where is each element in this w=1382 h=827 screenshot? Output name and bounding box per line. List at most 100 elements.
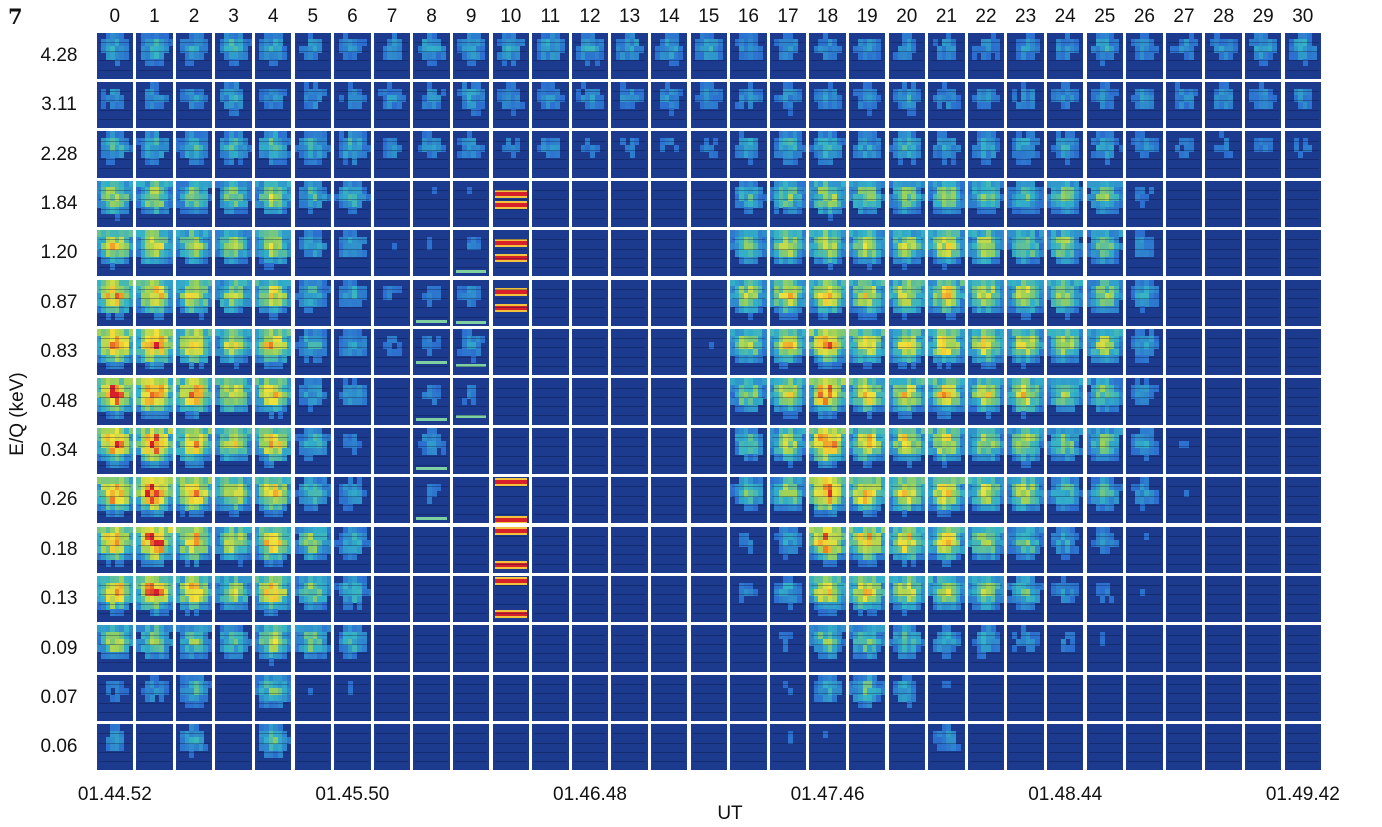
intensity-pixel xyxy=(757,230,763,238)
intensity-pixel xyxy=(660,45,666,53)
intensity-pixel xyxy=(277,39,283,47)
cell-r1.20-c14 xyxy=(650,230,688,277)
y-axis-label: E/Q (keV) xyxy=(7,372,28,456)
intensity-pixel xyxy=(1223,45,1229,53)
scan-line xyxy=(1207,91,1240,93)
intensity-pixel xyxy=(286,348,292,356)
intensity-pixel xyxy=(748,187,754,195)
scan-line xyxy=(256,298,290,300)
cell-r0.87-c16 xyxy=(730,279,767,326)
intensity-pixel xyxy=(801,299,807,307)
intensity-pixel xyxy=(717,45,723,53)
intensity-pixel xyxy=(515,95,521,103)
intensity-pixel xyxy=(792,151,798,159)
intensity-pixel xyxy=(704,95,710,103)
scan-line xyxy=(1246,316,1280,318)
intensity-pixel xyxy=(906,144,912,152)
scan-line xyxy=(771,140,805,142)
intensity-pixel xyxy=(1091,88,1097,96)
intensity-pixel xyxy=(787,32,794,40)
scan-line xyxy=(375,248,409,250)
intensity-pixel xyxy=(713,88,719,96)
cell-r3.11-c6 xyxy=(334,81,371,129)
intensity-pixel xyxy=(660,95,666,103)
intensity-pixel xyxy=(352,45,358,53)
scan-line xyxy=(177,199,211,201)
cell-r1.20-c21 xyxy=(928,230,965,277)
intensity-pixel xyxy=(391,243,398,251)
intensity-pixel xyxy=(836,151,842,159)
intensity-pixel xyxy=(273,243,279,251)
intensity-pixel xyxy=(264,236,270,244)
intensity-pixel xyxy=(427,131,433,139)
intensity-pixel xyxy=(1219,39,1225,47)
scan-line xyxy=(969,189,1003,191)
intensity-pixel xyxy=(242,39,248,47)
scan-line xyxy=(573,248,607,250)
scan-line xyxy=(534,60,567,62)
intensity-pixel xyxy=(906,88,912,96)
intensity-pixel xyxy=(1086,180,1092,188)
intensity-pixel xyxy=(1139,101,1145,109)
intensity-pixel xyxy=(827,236,833,244)
scan-line xyxy=(415,140,448,142)
intensity-pixel xyxy=(981,95,987,103)
intensity-pixel xyxy=(229,200,235,208)
intensity-pixel xyxy=(254,243,260,251)
intensity-pixel xyxy=(347,193,353,202)
intensity-pixel xyxy=(559,45,565,53)
intensity-pixel xyxy=(238,249,244,258)
intensity-pixel xyxy=(1021,95,1027,103)
scan-line xyxy=(138,100,171,102)
intensity-pixel xyxy=(193,131,200,139)
intensity-pixel xyxy=(1030,52,1036,60)
cell-r2.28-c6 xyxy=(334,131,371,178)
scan-line xyxy=(850,288,884,290)
intensity-pixel xyxy=(259,144,265,152)
intensity-pixel xyxy=(154,230,160,238)
scan-line xyxy=(177,356,211,358)
scan-line xyxy=(454,288,488,290)
intensity-pixel xyxy=(198,193,204,202)
intensity-pixel xyxy=(254,200,260,208)
intensity-pixel xyxy=(259,200,265,208)
intensity-pixel xyxy=(1219,131,1225,139)
intensity-pixel xyxy=(580,52,586,60)
scan-line xyxy=(98,168,132,170)
intensity-pixel xyxy=(787,151,794,159)
intensity-pixel xyxy=(163,249,169,258)
row-label-0.87: 0.87 xyxy=(40,291,78,313)
scan-line xyxy=(692,41,726,43)
intensity-pixel xyxy=(264,263,270,271)
cell-r1.20-c24 xyxy=(1046,230,1084,277)
intensity-pixel xyxy=(471,39,477,47)
intensity-pixel xyxy=(277,101,283,109)
intensity-pixel xyxy=(629,95,635,103)
intensity-pixel xyxy=(163,236,169,244)
intensity-pixel xyxy=(189,157,195,165)
intensity-pixel xyxy=(352,95,358,103)
scan-line xyxy=(1246,248,1280,250)
intensity-pixel xyxy=(175,187,181,195)
cell-r1.20-c15 xyxy=(690,230,728,277)
scan-line xyxy=(1246,60,1280,62)
intensity-pixel xyxy=(888,144,894,152)
intensity-pixel xyxy=(224,180,230,188)
intensity-pixel xyxy=(1118,144,1124,152)
intensity-pixel xyxy=(871,101,877,109)
intensity-pixel xyxy=(550,52,556,60)
intensity-pixel xyxy=(259,95,265,103)
intensity-pixel xyxy=(193,52,200,60)
intensity-pixel xyxy=(189,131,195,139)
intensity-pixel xyxy=(699,88,705,96)
scan-line xyxy=(1128,159,1161,161)
intensity-pixel xyxy=(207,243,213,251)
intensity-pixel xyxy=(801,243,807,251)
intensity-pixel xyxy=(154,180,160,188)
cell-r1.20-c25 xyxy=(1086,230,1124,277)
intensity-pixel xyxy=(955,200,961,208)
cell-r1.20-c20 xyxy=(888,230,926,277)
scan-line xyxy=(296,316,330,318)
intensity-pixel xyxy=(902,95,908,103)
intensity-pixel xyxy=(1034,137,1040,146)
